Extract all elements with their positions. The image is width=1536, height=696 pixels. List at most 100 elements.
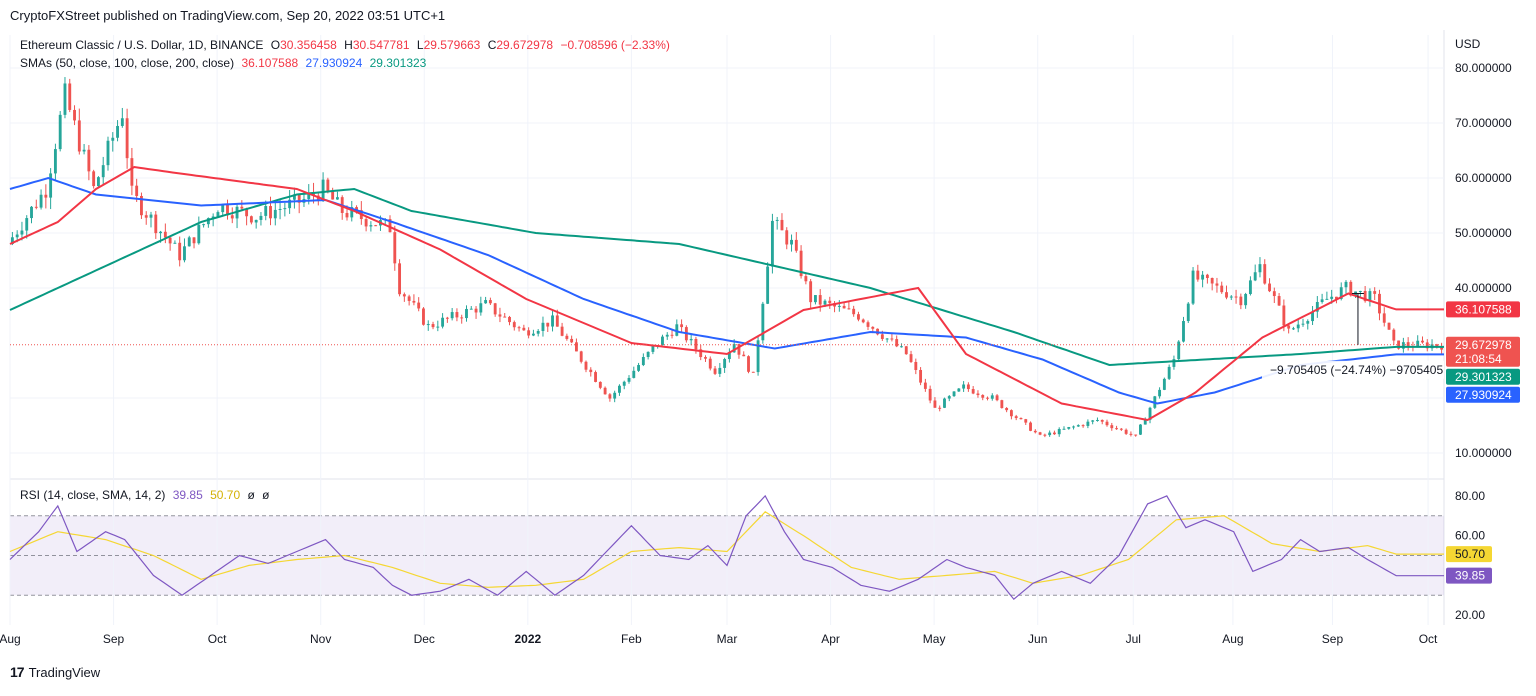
candle-body-91 (445, 317, 449, 319)
candle-body-103 (503, 316, 507, 318)
candle-body-145 (704, 357, 707, 359)
candle-body-268 (1291, 328, 1295, 330)
candle-body-205 (990, 395, 994, 399)
candle-body-213 (1029, 422, 1032, 431)
candle-body-93 (455, 312, 459, 318)
candle-body-137 (665, 334, 669, 337)
candle-body-120 (584, 361, 588, 370)
sma-legend: SMAs (50, close, 100, close, 200, close)… (20, 56, 430, 70)
time-tick-14: Oct (1419, 632, 1438, 646)
candle-body-174 (842, 305, 846, 309)
candle-body-219 (1057, 429, 1061, 435)
open-label: O (270, 38, 281, 52)
candle-body-232 (1119, 428, 1123, 430)
candle-body-267 (1287, 325, 1291, 329)
candle-body-44 (221, 204, 225, 213)
candle-body-238 (1148, 407, 1152, 420)
candle-body-110 (536, 330, 540, 334)
candle-body-226 (1091, 420, 1095, 422)
candle-body-246 (1186, 303, 1190, 322)
candle-body-262 (1263, 264, 1267, 284)
candle-body-121 (589, 369, 593, 373)
sma50-badge-text: 36.107588 (1455, 302, 1512, 316)
candle-body-85 (417, 302, 421, 309)
candle-body-37 (187, 237, 191, 247)
time-tick-11: Jul (1126, 632, 1141, 646)
candle-body-49 (245, 208, 249, 217)
time-tick-6: Feb (621, 632, 642, 646)
candle-body-2 (20, 230, 24, 235)
candle-body-36 (183, 246, 186, 261)
candle-body-41 (206, 218, 210, 225)
candle-body-180 (871, 326, 875, 329)
candle-body-240 (1158, 389, 1162, 397)
candle-body-74 (364, 219, 368, 227)
price-tick-0: 80.000000 (1455, 61, 1512, 75)
candle-body-208 (1005, 408, 1009, 411)
candle-body-278 (1339, 287, 1343, 299)
candle-body-227 (1096, 419, 1099, 421)
candle-body-207 (1000, 400, 1004, 409)
candle-body-15 (82, 149, 86, 152)
candle-body-129 (627, 377, 631, 382)
candle-body-179 (866, 322, 870, 327)
footer-brand[interactable]: 17 TradingView (10, 664, 100, 680)
sma100-badge-text: 27.930924 (1455, 388, 1512, 402)
candle-body-250 (1205, 274, 1209, 279)
candle-body-177 (857, 314, 860, 320)
candle-body-269 (1296, 324, 1300, 329)
candle-body-152 (737, 344, 741, 355)
low-label: L (416, 38, 424, 52)
sma50-line (9, 165, 1444, 422)
candle-body-117 (570, 338, 574, 343)
candle-body-222 (1072, 426, 1075, 428)
candle-body-123 (598, 381, 602, 388)
candle-body-131 (637, 365, 641, 371)
candle-body-247 (1191, 270, 1195, 304)
candle-body-254 (1225, 292, 1228, 298)
candle-body-104 (508, 316, 511, 323)
candle-body-53 (264, 206, 268, 216)
candle-body-14 (77, 120, 81, 152)
candle-body-26 (135, 185, 139, 196)
candle-body-241 (1162, 378, 1166, 390)
time-tick-1: Sep (103, 632, 125, 646)
candle-body-146 (708, 358, 712, 369)
candle-body-90 (441, 317, 445, 327)
candle-body-81 (398, 263, 402, 295)
candle-body-162 (785, 230, 789, 245)
candle-body-173 (837, 305, 841, 307)
sma50-badge-bg (1446, 301, 1520, 318)
candle-body-3 (25, 218, 29, 231)
candle-body-225 (1086, 421, 1090, 426)
candle-body-275 (1325, 298, 1329, 300)
candle-body-288 (1387, 322, 1391, 330)
candle-body-277 (1335, 296, 1338, 299)
candle-body-214 (1033, 430, 1037, 433)
candle-body-199 (962, 384, 966, 389)
candle-body-210 (1014, 416, 1018, 419)
candle-body-106 (517, 327, 521, 329)
candle-body-260 (1253, 272, 1257, 281)
candle-body-256 (1234, 296, 1238, 298)
candle-body-243 (1172, 359, 1176, 367)
rsi-tick-0: 80.00 (1455, 489, 1485, 503)
candle-body-89 (436, 326, 440, 328)
candle-body-158 (766, 266, 770, 304)
candle-body-217 (1048, 432, 1052, 436)
candle-body-206 (995, 395, 999, 401)
sma-label: SMAs (50, close, 100, close, 200, close) (20, 56, 235, 70)
candle-body-237 (1143, 419, 1147, 425)
candle-body-105 (512, 322, 516, 328)
candle-body-95 (465, 308, 468, 319)
tradingview-logo-icon: 17 (10, 664, 25, 680)
candle-body-56 (278, 208, 282, 210)
candle-body-142 (689, 338, 693, 341)
candle-body-138 (670, 334, 674, 336)
candle-body-28 (144, 215, 148, 218)
price-tick-1: 70.000000 (1455, 116, 1512, 130)
candle-body-107 (522, 327, 526, 331)
candle-body-159 (770, 220, 774, 267)
